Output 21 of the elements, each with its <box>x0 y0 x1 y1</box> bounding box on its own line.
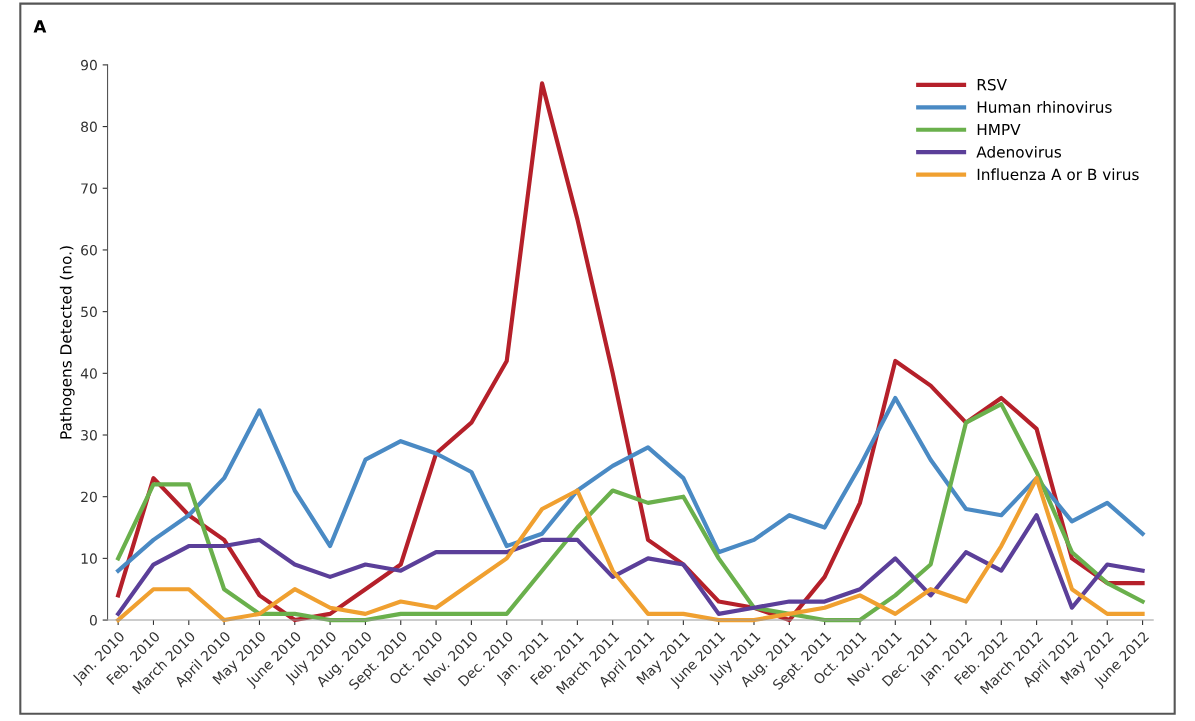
y-tick-label: 70 <box>81 183 97 194</box>
y-tick-label: 20 <box>81 491 97 503</box>
line-series <box>116 513 1145 616</box>
line-series <box>116 476 1145 623</box>
y-axis-title: Pathogens Detected (no.) <box>59 246 75 439</box>
legend-label: RSV <box>977 78 1007 91</box>
legend-label: Adenovirus <box>976 145 1062 158</box>
y-tick-label: 80 <box>81 121 97 133</box>
legend-label: Influenza A or B virus <box>977 168 1139 181</box>
line-series <box>116 402 1145 623</box>
y-tick-label: 10 <box>81 553 97 564</box>
y-tick-label: 40 <box>80 368 97 379</box>
y-tick-label: 60 <box>81 244 97 256</box>
y-tick-label: 30 <box>81 429 97 441</box>
text: A <box>33 20 47 33</box>
line-series <box>116 395 1145 573</box>
y-tick-label: 0 <box>89 615 97 626</box>
y-tick-label: 50 <box>81 306 97 318</box>
legend-label: HMPV <box>977 123 1021 136</box>
y-tick-label: 90 <box>81 59 97 71</box>
legend-label: Human rhinovirus <box>977 101 1112 113</box>
